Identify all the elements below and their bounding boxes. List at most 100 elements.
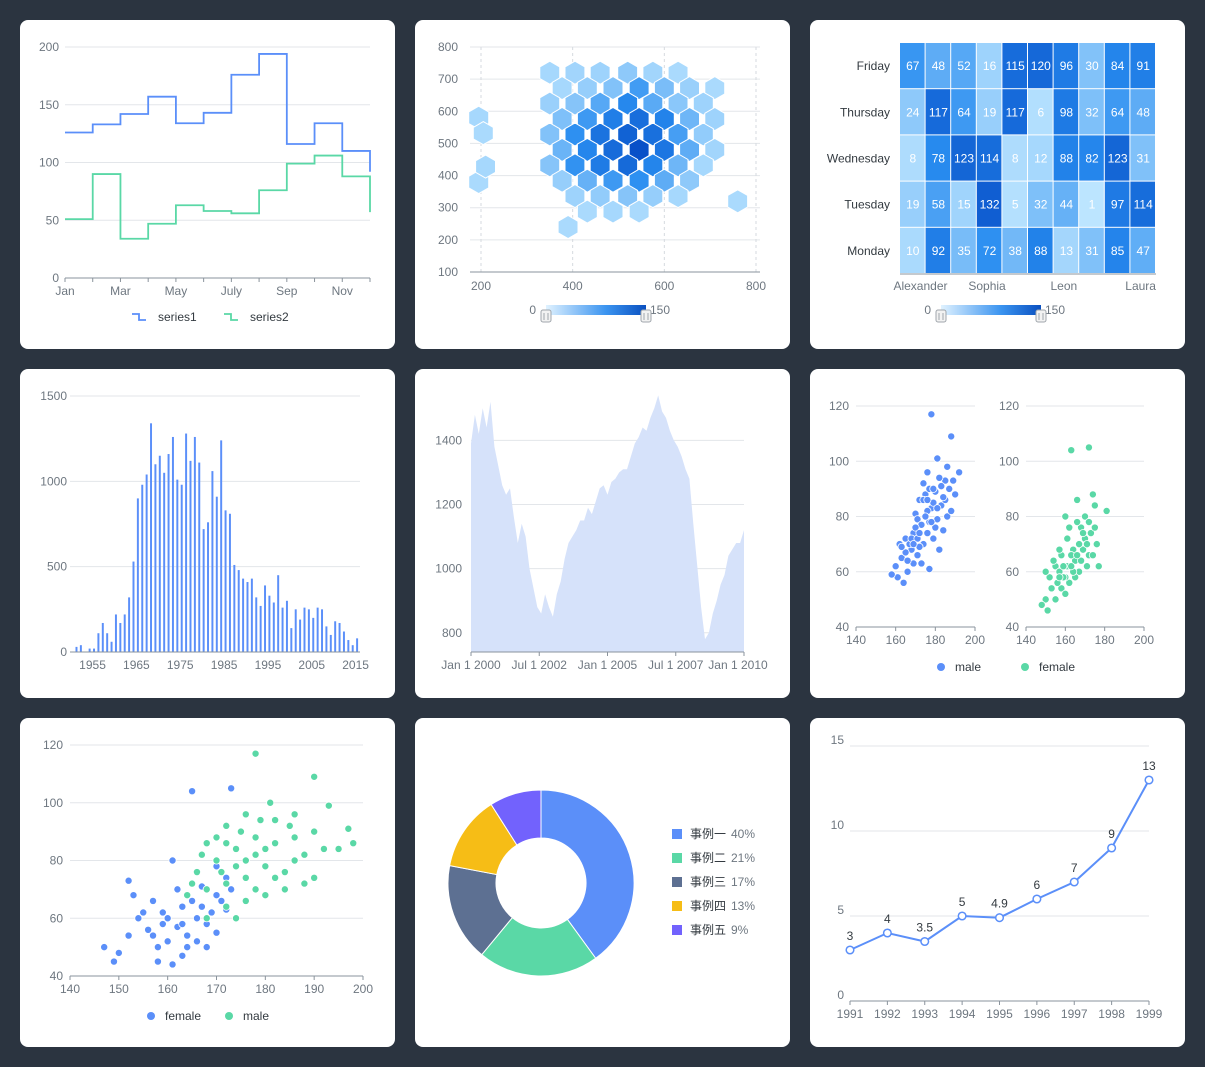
c6-panel0-ytick-label: 120 (829, 399, 849, 413)
c6-point-female (1045, 573, 1054, 582)
c6-point-female (1055, 545, 1064, 554)
c6-point-female (1088, 551, 1097, 560)
c2-ytick-label: 400 (438, 169, 458, 183)
c6-point-male (949, 476, 958, 485)
c2-hex-cell (472, 121, 494, 146)
c7-point-male (324, 801, 333, 810)
c4-bar (176, 479, 179, 652)
c3-heat-cell (951, 227, 976, 273)
c4-bar (207, 522, 210, 652)
c6-point-male (935, 473, 944, 482)
c4-bar (264, 585, 267, 652)
c1-ytick-label: 200 (39, 40, 59, 54)
c6-point-female (1088, 490, 1097, 499)
c7-ytick-label: 80 (50, 854, 64, 868)
c2-hex-cell (628, 199, 650, 224)
c3-column-label: Leon (1050, 279, 1077, 293)
c6-point-female (1037, 600, 1046, 609)
c3-heat-cell (1002, 181, 1027, 227)
c7-point-male (241, 873, 250, 882)
c3-heat-cell (925, 89, 951, 135)
c4-ytick-label: 1000 (40, 474, 67, 488)
c6-point-female (1057, 584, 1066, 593)
c6-legend-marker-male (937, 663, 945, 671)
c4-ytick-label: 0 (60, 645, 67, 659)
c9-data-label: 4 (884, 912, 891, 926)
c4-bar (75, 646, 78, 652)
c6-point-male (887, 570, 896, 579)
c3-heat-value: 72 (983, 244, 997, 258)
c2-hex-cell (667, 153, 689, 178)
c7-legend-marker-male (225, 1012, 233, 1020)
c7-point-female (129, 891, 138, 900)
c3-heat-cell (1002, 135, 1027, 181)
c7-point-male (310, 772, 319, 781)
c6-point-male (935, 545, 944, 554)
c3-heat-value: 120 (1031, 59, 1051, 73)
c7-point-female (168, 960, 177, 969)
c2-hex-cell (642, 91, 664, 116)
c3-heat-cell (900, 181, 925, 227)
c3-heat-value: 5 (1012, 198, 1019, 212)
c7-point-male (334, 844, 343, 853)
c6-panel1-ytick-label: 80 (1006, 510, 1020, 524)
c6-panel1-ytick-label: 100 (999, 454, 1019, 468)
c5-ytick-label: 1400 (435, 433, 462, 447)
c8-legend-value-1: 21% (731, 851, 755, 865)
c7-point-male (280, 885, 289, 894)
c3-heat-value: 88 (1034, 244, 1048, 258)
c9-xtick-label: 1999 (1136, 1007, 1163, 1021)
c3-heat-value: 31 (1085, 244, 1099, 258)
c6-point-male (933, 454, 942, 463)
c6-point-female (1094, 562, 1103, 571)
c7-point-male (232, 862, 241, 871)
c6-point-male (931, 523, 940, 532)
c7-point-male (319, 844, 328, 853)
c1-series-line-series2 (65, 154, 371, 240)
c6-point-male (909, 540, 918, 549)
c3-heat-value: 114 (980, 152, 999, 166)
c3-heat-cell (1002, 89, 1027, 135)
c2-hex-cell (576, 106, 598, 132)
c4-bar (128, 597, 131, 652)
c4-bar (342, 631, 345, 652)
c4-xtick-label: 2015 (342, 658, 369, 672)
c6-panel0-ytick-label: 40 (836, 620, 850, 634)
c3-heat-value: 117 (1006, 105, 1025, 119)
c1-legend-icon-series1 (132, 313, 146, 321)
c3-heat-value: 6 (1037, 105, 1044, 119)
c7-point-female (207, 908, 216, 917)
c6-point-female (1065, 523, 1074, 532)
c8-legend-value-0: 40% (731, 827, 755, 841)
c3-heat-cell (1053, 227, 1079, 273)
c9-xtick-label: 1995 (986, 1007, 1013, 1021)
c7-point-male (202, 914, 211, 923)
c3-heat-cell (1002, 43, 1027, 89)
c7-point-male (344, 824, 353, 833)
c3-heat-cell (1130, 227, 1155, 273)
c9-ytick-label: 0 (837, 988, 844, 1002)
c3-heat-cell (1002, 227, 1027, 273)
c3-heat-value: 78 (932, 152, 946, 166)
c9-data-label: 3 (847, 929, 854, 943)
c3-heat-cell (1053, 135, 1079, 181)
c4-bar (171, 436, 174, 652)
c9-point (1107, 843, 1117, 853)
faceted-scatter-chart-card: 40 60 80 100 120 140 160 180 200 40 60 80 100 120 140 1… (810, 369, 1185, 698)
c5-xtick-label: Jan 1 2010 (708, 658, 768, 672)
c6-xtick-label: 200 (965, 633, 985, 647)
c6-point-male (943, 512, 952, 521)
c5-ytick-label: 1000 (435, 562, 462, 576)
c3-heat-value: 47 (1137, 244, 1151, 258)
c7-point-female (188, 896, 197, 905)
c2-hex-cell (617, 91, 639, 116)
c4-bar (154, 464, 157, 652)
c6-point-male (947, 506, 956, 515)
c7-point-female (197, 902, 206, 911)
c6-point-male (945, 484, 954, 493)
c7-point-male (290, 833, 299, 842)
c3-heat-cell (925, 181, 951, 227)
c7-xtick-label: 200 (353, 982, 373, 996)
c6-panel0-ytick-label: 80 (836, 510, 850, 524)
c2-hex-cell (628, 168, 650, 193)
